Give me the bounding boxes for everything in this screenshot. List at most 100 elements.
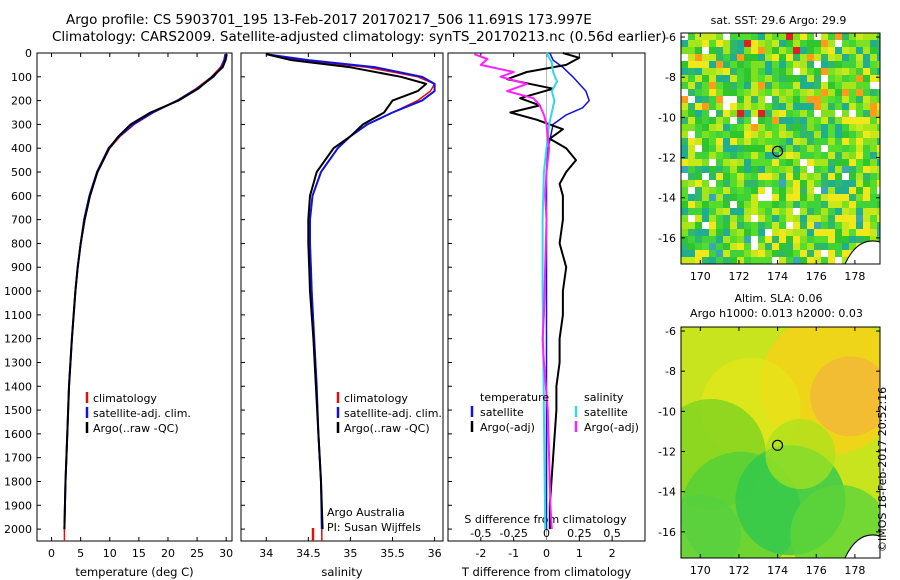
sst-cell [793,117,800,124]
sst-cell [863,208,870,215]
sst-cell [737,166,744,173]
sst-cell [877,33,880,40]
sst-cell [758,75,765,82]
sst-cell [828,82,835,89]
sst-cell [723,194,730,201]
sst-cell [716,75,723,82]
sst-cell [842,145,849,152]
sst-cell [772,138,779,145]
sst-cell [807,82,814,89]
sst-cell [758,229,765,236]
sst-cell [723,229,730,236]
sst-cell [730,47,737,54]
sst-cell [828,33,835,40]
sst-cell [737,103,744,110]
sst-cell [737,243,744,250]
sst-cell [856,215,863,222]
sst-cell [793,96,800,103]
credit-label: ©IMOS 18-Feb-2017 20:52:16 [876,386,889,552]
sst-cell [681,229,688,236]
sst-cell [821,54,828,61]
sst-cell [702,110,709,117]
salinity-panel: 34 34.5 35 35.5 36 salinity climatology satelli… [240,52,444,579]
sst-cell [828,89,835,96]
sst-cell [716,103,723,110]
sst-cell [863,33,870,40]
x-tick-label: 172 [728,270,749,283]
sst-cell [856,75,863,82]
sst-cell [758,208,765,215]
annotation-line: Argo Australia [327,506,405,519]
sst-cell [702,145,709,152]
sst-cell [870,82,877,89]
sst-cell [870,47,877,54]
sst-cell [800,33,807,40]
x-tick-label: 35.5 [380,547,405,560]
sst-cell [807,96,814,103]
sst-cell [870,159,877,166]
sst-cell [863,166,870,173]
sst-cell [716,152,723,159]
sst-cell [702,33,709,40]
sst-cell [688,117,695,124]
sst-cell [751,145,758,152]
sst-cell [877,180,880,187]
y-tick-label: -12 [658,152,676,165]
sst-cell [821,208,828,215]
sst-cell [751,82,758,89]
sst-cell [807,222,814,229]
sst-cell [758,152,765,159]
sst-cell [807,117,814,124]
sst-cell [709,145,716,152]
sst-cell [716,47,723,54]
sst-cell [716,180,723,187]
sst-cell [702,75,709,82]
sst-cell [702,124,709,131]
sst-cell [688,131,695,138]
sla-blob [681,494,741,558]
map-field [681,33,880,264]
y-tick-label: -12 [658,446,676,459]
sst-cell [772,47,779,54]
x-tick-label: 170 [690,564,711,577]
sst-cell [828,54,835,61]
sst-cell [688,145,695,152]
sst-cell [737,159,744,166]
sst-cell [835,124,842,131]
sst-cell [681,33,688,40]
sst-cell [877,47,880,54]
sst-cell [849,138,856,145]
sst-cell [758,103,765,110]
sst-cell [814,124,821,131]
sst-cell [695,173,702,180]
sst-cell [758,54,765,61]
sst-cell [793,68,800,75]
sst-cell [800,131,807,138]
sst-cell [758,117,765,124]
sst-cell [835,208,842,215]
sst-cell [772,145,779,152]
x-axis-label: T difference from climatology [461,565,632,579]
x-tick-label: 0 [543,547,550,560]
sst-cell [737,75,744,82]
sst-cell [758,194,765,201]
sst-cell [695,236,702,243]
sst-cell [744,103,751,110]
sst-cell [793,40,800,47]
sst-cell [709,33,716,40]
sst-cell [737,201,744,208]
sst-cell [744,75,751,82]
sst-cell [723,180,730,187]
sst-cell [751,40,758,47]
sst-cell [786,229,793,236]
sst-cell [842,110,849,117]
sst-cell [751,159,758,166]
x-tick-label: 34.5 [296,547,321,560]
sst-cell [688,75,695,82]
sst-cell [716,110,723,117]
sst-cell [786,40,793,47]
sst-cell [765,180,772,187]
sst-cell [744,194,751,201]
sst-cell [807,75,814,82]
sst-cell [779,110,786,117]
